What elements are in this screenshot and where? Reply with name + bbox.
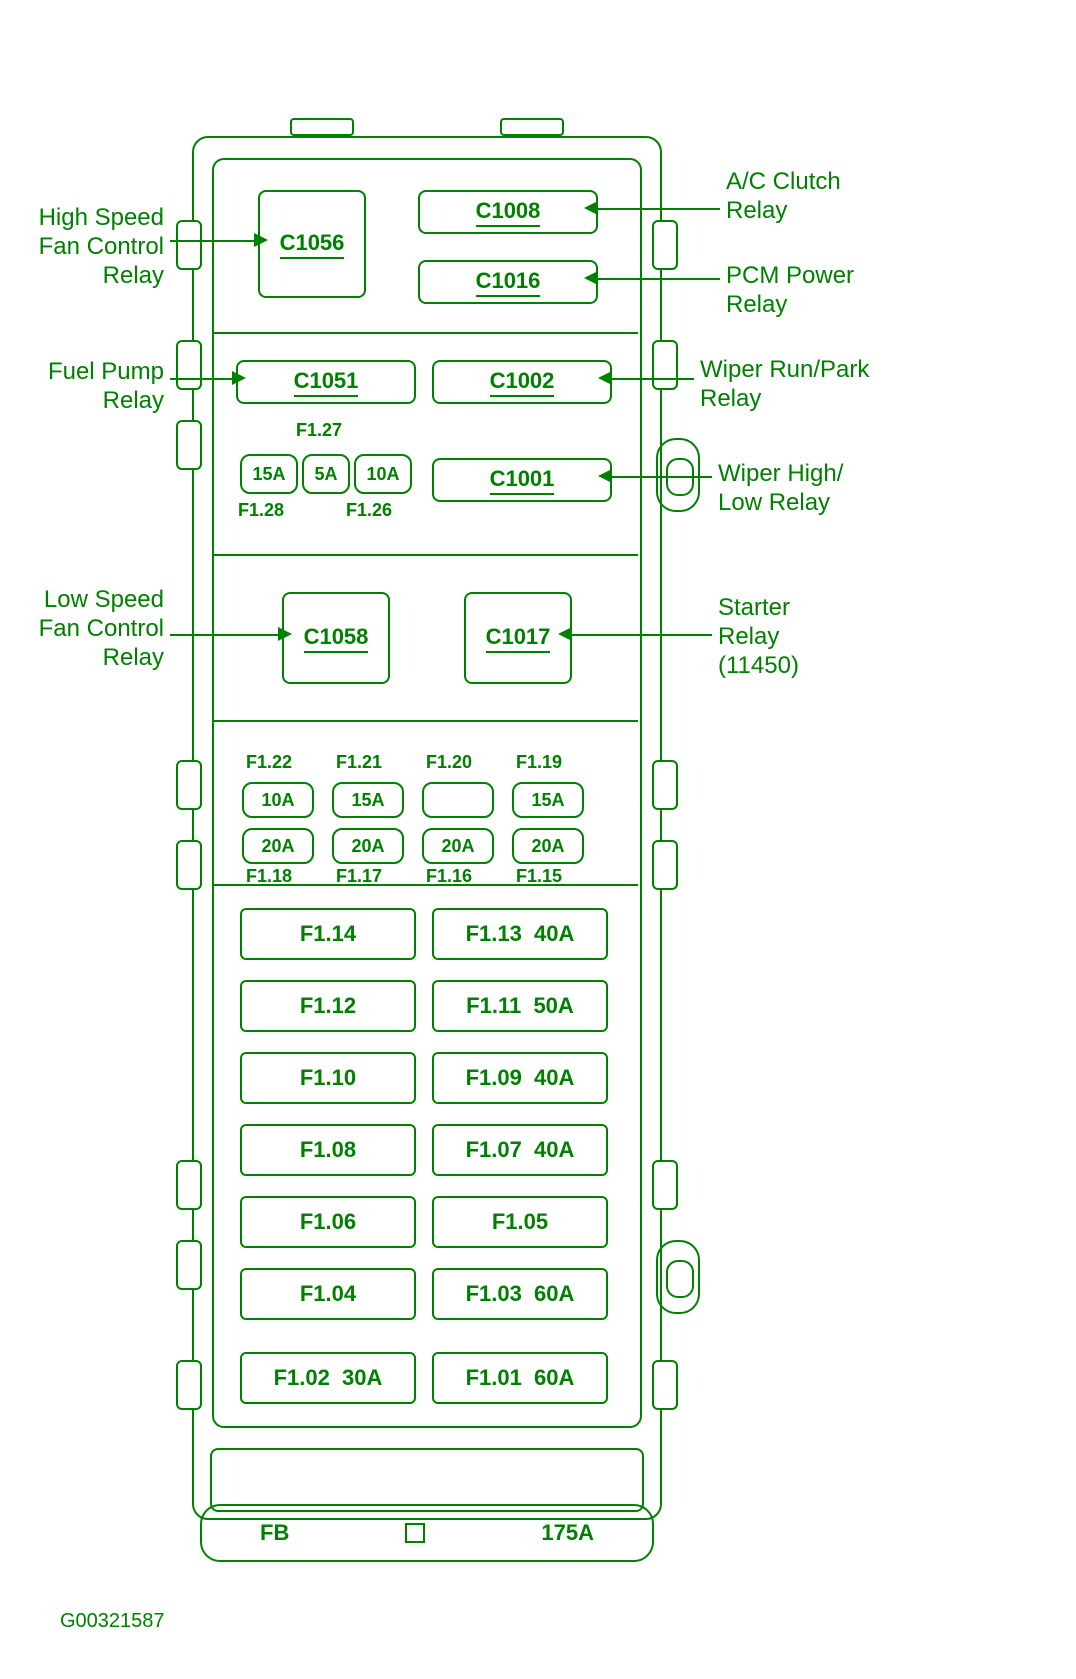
callout-right-0: A/C ClutchRelay bbox=[726, 168, 841, 226]
mini-fuse-caption-0: F1.27 bbox=[296, 420, 342, 441]
maxi-fuse-10: F1.04 bbox=[240, 1268, 416, 1320]
clip-left-7 bbox=[176, 1360, 202, 1410]
clip-left-4 bbox=[176, 840, 202, 890]
top-tab-1 bbox=[500, 118, 564, 136]
arrow-head-icon bbox=[598, 469, 612, 483]
arrow-head-icon bbox=[232, 371, 246, 385]
connector-right-1 bbox=[656, 1240, 700, 1314]
main-fuse-id: FB bbox=[260, 1520, 289, 1546]
clip-right-3 bbox=[652, 840, 678, 890]
section-divider-2 bbox=[212, 720, 638, 722]
clip-right-0 bbox=[652, 220, 678, 270]
main-fuse: FB 175A bbox=[200, 1504, 654, 1562]
relay-C1058: C1058 bbox=[282, 592, 390, 684]
arrow-head-icon bbox=[598, 371, 612, 385]
maxi-fuse-13: F1.01 60A bbox=[432, 1352, 608, 1404]
arrow-line bbox=[170, 634, 280, 636]
callout-right-2: Wiper Run/ParkRelay bbox=[700, 356, 869, 414]
grid-caption-bottom-0: F1.18 bbox=[246, 866, 292, 887]
arrow-head-icon bbox=[254, 233, 268, 247]
clip-right-4 bbox=[652, 1160, 678, 1210]
arrow-head-icon bbox=[278, 627, 292, 641]
relay-C1008: C1008 bbox=[418, 190, 598, 234]
relay-C1056: C1056 bbox=[258, 190, 366, 298]
reference-id: G00321587 bbox=[60, 1610, 165, 1633]
grid-fuse-0: 10A bbox=[242, 782, 314, 818]
grid-caption-bottom-1: F1.17 bbox=[336, 866, 382, 887]
maxi-fuse-9: F1.05 bbox=[432, 1196, 608, 1248]
clip-left-5 bbox=[176, 1160, 202, 1210]
grid-fuse-1: 15A bbox=[332, 782, 404, 818]
maxi-fuse-7: F1.07 40A bbox=[432, 1124, 608, 1176]
arrow-head-icon bbox=[584, 201, 598, 215]
mini-fuse-1: 5A bbox=[302, 454, 350, 494]
maxi-fuse-8: F1.06 bbox=[240, 1196, 416, 1248]
clip-left-2 bbox=[176, 420, 202, 470]
grid-caption-top-0: F1.22 bbox=[246, 752, 292, 773]
arrow-line bbox=[170, 240, 256, 242]
relay-C1017: C1017 bbox=[464, 592, 572, 684]
grid-fuse-2 bbox=[422, 782, 494, 818]
arrow-head-icon bbox=[558, 627, 572, 641]
maxi-fuse-5: F1.09 40A bbox=[432, 1052, 608, 1104]
mini-fuse-0: 15A bbox=[240, 454, 298, 494]
maxi-fuse-4: F1.10 bbox=[240, 1052, 416, 1104]
section-divider-0 bbox=[212, 332, 638, 334]
clip-right-5 bbox=[652, 1360, 678, 1410]
callout-right-1: PCM PowerRelay bbox=[726, 262, 854, 320]
top-tab-0 bbox=[290, 118, 354, 136]
maxi-fuse-0: F1.14 bbox=[240, 908, 416, 960]
arrow-line bbox=[610, 476, 712, 478]
grid-fuse-6: 20A bbox=[422, 828, 494, 864]
maxi-fuse-11: F1.03 60A bbox=[432, 1268, 608, 1320]
relay-C1001: C1001 bbox=[432, 458, 612, 502]
arrow-line bbox=[596, 278, 720, 280]
callout-left-0: High SpeedFan ControlRelay bbox=[30, 204, 164, 290]
arrow-line bbox=[596, 208, 720, 210]
callout-left-2: Low SpeedFan ControlRelay bbox=[38, 586, 164, 672]
maxi-fuse-6: F1.08 bbox=[240, 1124, 416, 1176]
grid-caption-bottom-2: F1.16 bbox=[426, 866, 472, 887]
clip-left-0 bbox=[176, 220, 202, 270]
connector-right-0 bbox=[656, 438, 700, 512]
grid-caption-top-1: F1.21 bbox=[336, 752, 382, 773]
relay-C1016: C1016 bbox=[418, 260, 598, 304]
arrow-line bbox=[610, 378, 694, 380]
callout-right-3: Wiper High/Low Relay bbox=[718, 460, 843, 518]
arrow-head-icon bbox=[584, 271, 598, 285]
clip-left-6 bbox=[176, 1240, 202, 1290]
maxi-fuse-1: F1.13 40A bbox=[432, 908, 608, 960]
clip-right-2 bbox=[652, 760, 678, 810]
maxi-fuse-3: F1.11 50A bbox=[432, 980, 608, 1032]
grid-caption-top-3: F1.19 bbox=[516, 752, 562, 773]
arrow-line bbox=[170, 378, 234, 380]
mini-fuse-caption-2: F1.26 bbox=[346, 500, 392, 521]
grid-fuse-3: 15A bbox=[512, 782, 584, 818]
clip-left-1 bbox=[176, 340, 202, 390]
grid-fuse-4: 20A bbox=[242, 828, 314, 864]
clip-left-3 bbox=[176, 760, 202, 810]
maxi-fuse-2: F1.12 bbox=[240, 980, 416, 1032]
grid-caption-bottom-3: F1.15 bbox=[516, 866, 562, 887]
section-divider-1 bbox=[212, 554, 638, 556]
clip-right-1 bbox=[652, 340, 678, 390]
relay-C1002: C1002 bbox=[432, 360, 612, 404]
bottom-bracket bbox=[210, 1448, 644, 1512]
fuse-box-diagram: C1056 C1008 C1016 C1051 C1002 C1001 C1058 C1017… bbox=[0, 0, 1076, 1679]
arrow-line bbox=[570, 634, 712, 636]
grid-caption-top-2: F1.20 bbox=[426, 752, 472, 773]
main-fuse-rating: 175A bbox=[541, 1520, 594, 1546]
grid-fuse-7: 20A bbox=[512, 828, 584, 864]
maxi-fuse-12: F1.02 30A bbox=[240, 1352, 416, 1404]
mini-fuse-2: 10A bbox=[354, 454, 412, 494]
mini-fuse-caption-1: F1.28 bbox=[238, 500, 284, 521]
grid-fuse-5: 20A bbox=[332, 828, 404, 864]
callout-right-4: StarterRelay(11450) bbox=[718, 594, 799, 680]
callout-left-1: Fuel PumpRelay bbox=[44, 358, 164, 416]
relay-C1051: C1051 bbox=[236, 360, 416, 404]
